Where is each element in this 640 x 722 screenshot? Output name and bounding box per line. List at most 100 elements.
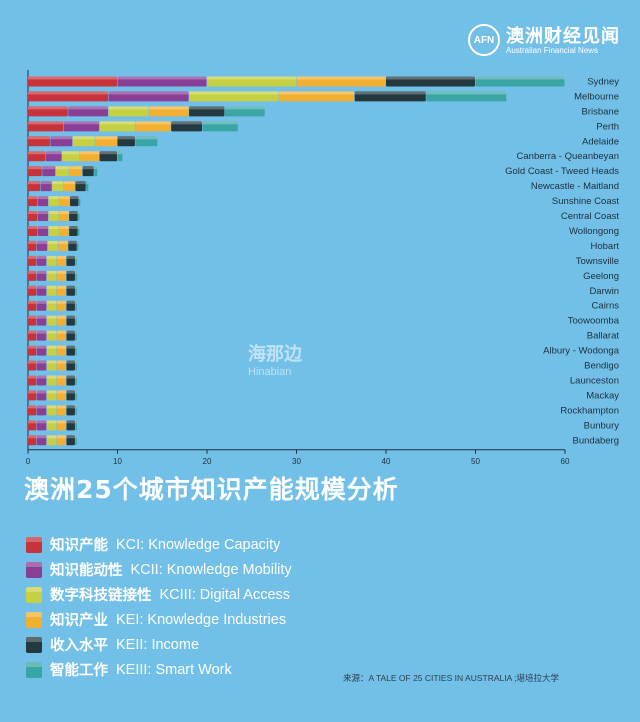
bar-segment-highlight [40,181,52,185]
bar-segment [28,315,37,326]
bar-segment [56,420,66,431]
bar-segment-highlight [36,375,47,379]
x-tick-label: 40 [382,457,391,465]
bar-segment-highlight [46,255,57,259]
bar-segment-highlight [117,76,207,80]
bar-segment-highlight [77,240,79,244]
bar-segment-highlight [59,225,69,229]
bar-segment [28,211,38,222]
bar-segment-highlight [36,420,47,424]
bar-segment-highlight [28,330,37,334]
bar-segment-highlight [135,121,171,125]
bar-segment [56,390,66,401]
bar-segment-highlight [66,315,75,319]
bar-segment-highlight [56,405,66,409]
bar-segment-highlight [28,345,37,349]
bar-segment-highlight [28,255,37,259]
cube-icon [26,611,42,628]
bar-segment [78,225,80,236]
bar-segment-highlight [46,360,57,364]
bar-segment [207,76,296,87]
bar-segment [56,255,66,266]
bar-segment-highlight [36,405,47,409]
bar-segment [66,285,75,296]
bar-segment [46,285,57,296]
bar-segment-highlight [48,196,59,200]
bar-segment-highlight [135,136,158,140]
bar-segment-highlight [56,315,66,319]
bar-segment [46,300,57,311]
bar-segment-highlight [56,360,66,364]
bar-segment [28,360,37,371]
bar-segment-highlight [37,211,49,215]
bar-segment-highlight [278,91,355,95]
bar-segment-highlight [46,420,57,424]
bar-segment [86,181,89,192]
bar-segment [63,121,100,132]
cube-icon [26,586,42,603]
bar-segment-highlight [46,315,57,319]
y-category-label: Toowoomba [568,316,620,327]
x-tick-label: 30 [292,457,301,465]
bar-segment-highlight [56,375,66,379]
y-category-label: Bendigo [584,361,619,372]
bar-segment [62,151,80,162]
bar-segment [28,225,38,236]
cube-icon [26,536,42,553]
bar-segment [36,315,47,326]
bar-segment [36,330,47,341]
bar-segment [66,405,75,416]
bar-segment-highlight [75,181,86,185]
bar-segment [56,315,66,326]
bar-segment-highlight [66,285,75,289]
bar-segment-highlight [75,420,77,424]
bar-segment [28,91,109,102]
bar-segment-highlight [475,76,565,80]
stacked-bar-chart: 0 10 20 30 40 50 60 Sydney Melbourne Brisbane Pert… [26,70,620,465]
legend-label-en: KEI: Knowledge Industries [116,611,287,628]
bar-segment [56,285,66,296]
bar-segment-highlight [28,121,64,125]
bar-segment [28,420,37,431]
y-category-label: Wollongong [569,226,619,237]
bar-segment-highlight [56,255,66,259]
bar-segment-highlight [66,375,75,379]
legend-item-keii: 收入水平 KEII: Income [26,632,292,657]
bar-segment-highlight [66,435,75,439]
bar-segment [28,405,37,416]
source-note: 来源：A TALE OF 25 CITIES IN AUSTRALIA ;堪培拉… [343,673,560,683]
bar-segment-highlight [68,106,109,110]
bar-segment-highlight [46,270,57,274]
cube-icon [26,661,42,678]
legend-label-en: KEII: Income [116,636,200,653]
chart-title: 澳洲25个城市知识产能规模分析 [24,475,399,504]
bar-segment [69,211,78,222]
bar-segment-highlight [28,136,50,140]
bar-segment [28,270,37,281]
legend-label-cn: 知识产业 [50,613,108,629]
bar-segment-highlight [66,390,75,394]
bar-segment-highlight [28,106,68,110]
bar-segment-highlight [56,285,66,289]
bar-segment-highlight [56,435,66,439]
bar-segment [95,136,117,147]
bar-segment [224,106,265,117]
bar-segment-highlight [66,420,75,424]
y-category-label: Central Coast [561,211,619,222]
bar-segment [28,330,37,341]
bar-segment-highlight [69,225,78,229]
bar-segment [50,136,73,147]
bar-segment [171,121,203,132]
bar-segment-highlight [46,435,57,439]
bar-segment-highlight [56,270,66,274]
brand-name-cn: 澳洲财经见闻 [506,26,620,47]
bar-segment [28,166,42,177]
bar-segment-highlight [28,405,37,409]
bar-segment [37,211,49,222]
bar-segment-highlight [50,136,73,140]
legend-label-cn: 数字科技链接性 [50,588,152,604]
bar-segment-highlight [36,285,47,289]
bar-segment-highlight [48,211,59,215]
bar-segment-highlight [28,375,37,379]
bar-segment [75,270,77,281]
